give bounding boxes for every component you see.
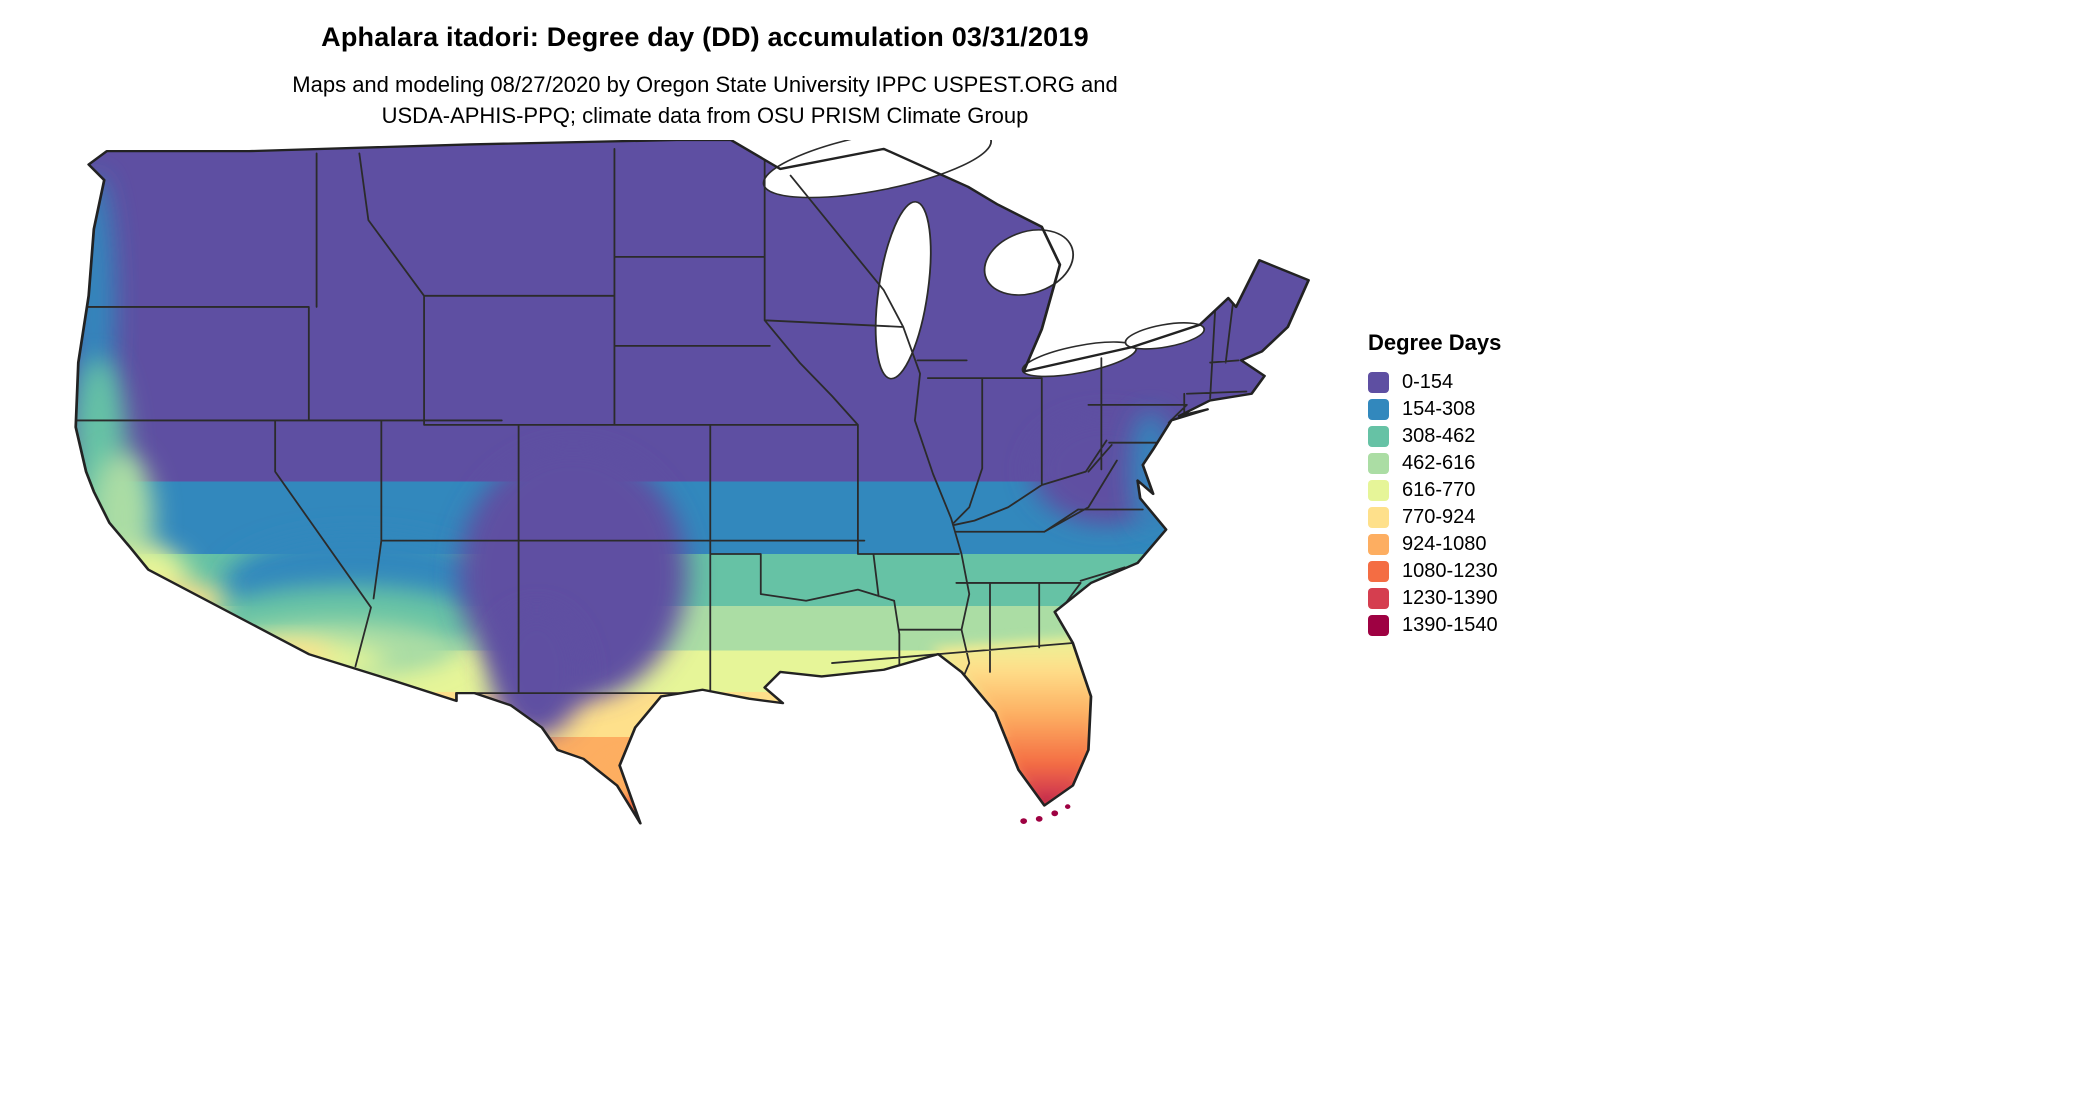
state-border-lines (73, 149, 1246, 693)
patch-florida-gradient (930, 636, 1099, 813)
legend-swatch (1368, 614, 1389, 636)
legend-swatch (1368, 398, 1389, 420)
legend-row: 1080-1230 (1368, 559, 1501, 582)
legend-label: 616-770 (1402, 478, 1476, 501)
us-degree-day-map (55, 140, 1350, 830)
legend-swatch (1368, 371, 1389, 393)
legend-row: 616-770 (1368, 478, 1501, 501)
legend-row: 1230-1390 (1368, 586, 1501, 609)
patch-southtexas-red (614, 794, 667, 824)
legend-label: 770-924 (1402, 505, 1476, 528)
legend-swatch (1368, 506, 1389, 528)
legend-label: 1080-1230 (1402, 559, 1498, 582)
legend-label: 308-462 (1402, 424, 1476, 447)
legend-swatch (1368, 452, 1389, 474)
legend-swatch (1368, 479, 1389, 501)
legend-swatch (1368, 425, 1389, 447)
legend-row: 0-154 (1368, 370, 1501, 393)
legend-row: 308-462 (1368, 424, 1501, 447)
legend-label: 0-154 (1402, 370, 1454, 393)
patch-socal-yellowgreen (109, 545, 188, 608)
legend-label: 462-616 (1402, 451, 1476, 474)
legend-title: Degree Days (1368, 330, 1502, 355)
legend-row: 462-616 (1368, 451, 1501, 474)
legend-label: 1230-1390 (1402, 586, 1498, 609)
legend-row: 770-924 (1368, 505, 1501, 528)
patch-newmexico-purple (490, 607, 584, 737)
legend-row: 924-1080 (1368, 532, 1501, 555)
legend-label: 154-308 (1402, 397, 1476, 420)
legend-swatch (1368, 560, 1389, 582)
patch-southwest-yellow (229, 640, 334, 668)
map-subtitle: Maps and modeling 08/27/2020 by Oregon S… (0, 69, 1410, 131)
map-subtitle-line1: Maps and modeling 08/27/2020 by Oregon S… (292, 72, 1118, 97)
legend: Degree Days 0-154 154-308 308-462 462-61… (1368, 330, 1501, 642)
us-map-svg (73, 140, 1310, 825)
legend-label: 1390-1540 (1402, 613, 1498, 636)
map-header: Aphalara itadori: Degree day (DD) accumu… (0, 22, 1410, 131)
patch-midatlantic-blue (1131, 410, 1170, 533)
florida-keys-dots (1020, 804, 1071, 824)
legend-swatch (1368, 587, 1389, 609)
lake-michigan (874, 201, 932, 380)
legend-label: 924-1080 (1402, 532, 1487, 555)
map-subtitle-line2: USDA-APHIS-PPQ; climate data from OSU PR… (381, 103, 1029, 128)
legend-swatch (1368, 533, 1389, 555)
legend-row: 154-308 (1368, 397, 1501, 420)
state-borders (73, 149, 1246, 693)
map-title: Aphalara itadori: Degree day (DD) accumu… (321, 22, 1089, 52)
legend-row: 1390-1540 (1368, 613, 1501, 636)
